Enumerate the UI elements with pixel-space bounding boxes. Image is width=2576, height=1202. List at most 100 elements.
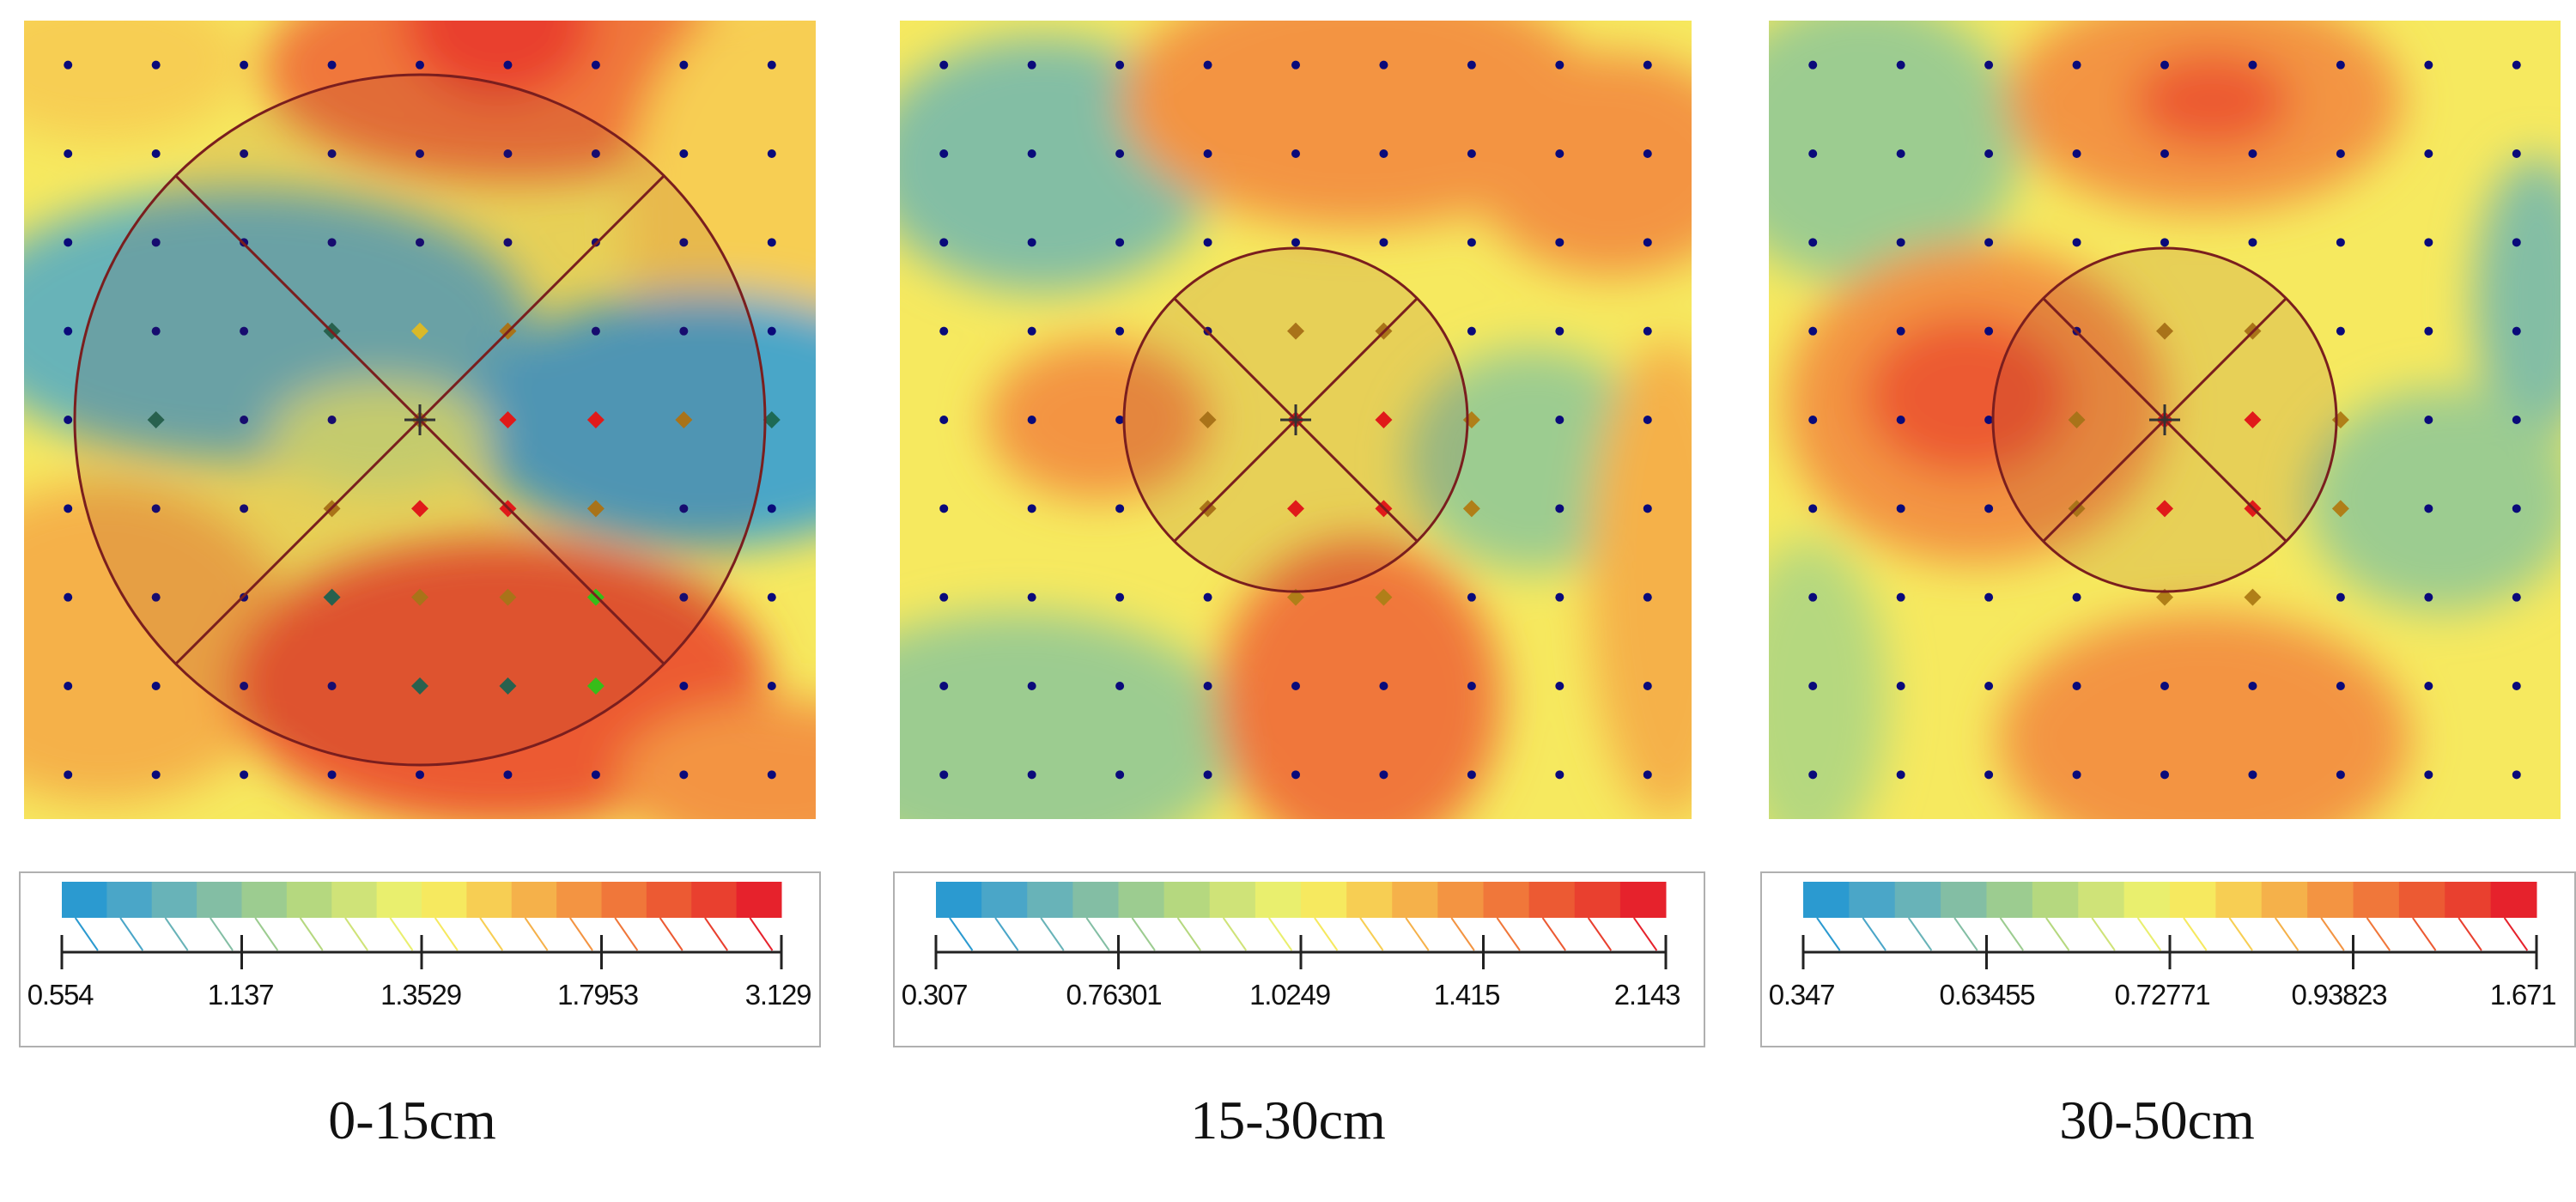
grid-point (2336, 149, 2345, 158)
grid-point (767, 682, 776, 690)
depth-caption: 0-15cm (328, 1090, 496, 1150)
grid-point (679, 326, 689, 336)
grid-point (591, 326, 600, 336)
grid-point (767, 504, 776, 513)
grid-point (1896, 416, 1905, 424)
colorbar-tick-label: 2.143 (1613, 979, 1681, 1011)
grid-point (1027, 416, 1036, 424)
grid-point (1643, 60, 1652, 70)
colorbar-swatch (151, 882, 197, 918)
grid-point (64, 504, 73, 513)
sample-point (762, 411, 781, 428)
heatmap-blob (1863, 316, 2070, 477)
colorbar-tick-label: 0.72771 (2114, 979, 2211, 1011)
grid-point (2072, 238, 2081, 247)
grid-point (2424, 416, 2433, 424)
grid-point (1027, 592, 1036, 602)
heatmap-blob (1769, 539, 1888, 819)
grid-point (503, 770, 513, 780)
grid-point (2424, 326, 2433, 336)
grid-point (64, 149, 73, 158)
grid-point (64, 326, 73, 336)
grid-point (1291, 238, 1300, 247)
colorbar-hatch (1359, 917, 1384, 951)
grid-point (151, 592, 161, 602)
grid-point (240, 682, 249, 690)
sample-point (2244, 588, 2262, 606)
grid-point (1808, 592, 1818, 602)
grid-point (1808, 60, 1818, 70)
heatmap-blob (1589, 340, 1692, 819)
grid-point (679, 770, 689, 780)
grid-point (1984, 504, 1994, 513)
sample-point (586, 411, 605, 428)
grid-point (1896, 504, 1905, 513)
grid-point (1984, 326, 1994, 336)
grid-point (939, 682, 949, 690)
grid-point (679, 60, 689, 70)
grid-point (767, 60, 776, 70)
colorbar-tick-label: 0.93823 (2291, 979, 2388, 1011)
colorbar-swatch (1163, 882, 1211, 918)
grid-point (1896, 592, 1905, 602)
colorbar-hatch (2045, 917, 2070, 951)
grid-point (939, 238, 949, 247)
heatmap-blob (2473, 156, 2561, 444)
colorbar-hatch (994, 917, 1019, 951)
colorbar-swatch (2123, 882, 2171, 918)
colorbar-hatch (704, 917, 728, 951)
grid-point (1027, 149, 1036, 158)
grid-point (240, 416, 249, 424)
colorbar-swatch (1437, 882, 1484, 918)
grid-point (591, 60, 600, 70)
colorbar-hatch (1862, 917, 1886, 951)
colorbar-swatch (1483, 882, 1530, 918)
grid-point (1643, 416, 1652, 424)
colorbar-tick-label: 0.63455 (1939, 979, 2036, 1011)
heatmap-blob (2133, 52, 2292, 149)
grid-point (679, 238, 689, 247)
grid-point (1984, 682, 1994, 690)
grid-point (1643, 504, 1652, 513)
sample-point (1287, 500, 1304, 518)
colorbar-hatch (1176, 917, 1201, 951)
grid-point (1203, 60, 1212, 70)
grid-point (2160, 60, 2169, 70)
colorbar-hatch (1267, 917, 1293, 951)
colorbar-tick-label: 0.76301 (1066, 979, 1163, 1011)
grid-point (939, 504, 949, 513)
colorbar-hatch (1222, 917, 1248, 951)
grid-point (1203, 149, 1212, 158)
grid-point (64, 770, 73, 780)
grid-point (151, 149, 161, 158)
grid-point (2248, 238, 2257, 247)
sample-point (2331, 500, 2349, 518)
grid-point (64, 592, 73, 602)
colorbar-tick-label: 0.554 (27, 979, 94, 1011)
heatmap-blob (900, 611, 1241, 819)
grid-point (2160, 238, 2169, 247)
grid-point (1555, 149, 1564, 158)
sample-point (1287, 322, 1304, 340)
contour-map (1769, 21, 2561, 819)
colorbar-hatch (524, 917, 549, 951)
grid-point (1643, 238, 1652, 247)
heatmap-blob (269, 379, 491, 492)
grid-point (1467, 592, 1476, 602)
colorbar-hatch (2320, 917, 2345, 951)
grid-point (2160, 149, 2169, 158)
grid-point (1203, 592, 1212, 602)
grid-point (2512, 682, 2521, 690)
grid-point (240, 60, 249, 70)
heatmap-blob (24, 21, 246, 141)
colorbar-swatch (1209, 882, 1256, 918)
colorbar-tick-label: 0.347 (1768, 979, 1836, 1011)
grid-point (1643, 682, 1652, 690)
grid-point (1027, 60, 1036, 70)
colorbar-hatch (299, 917, 324, 951)
colorbar-hatch (949, 917, 974, 951)
colorbar-tick-label: 1.3529 (380, 979, 462, 1011)
grid-point (1027, 238, 1036, 247)
grid-point (679, 504, 689, 513)
grid-point (1808, 149, 1818, 158)
